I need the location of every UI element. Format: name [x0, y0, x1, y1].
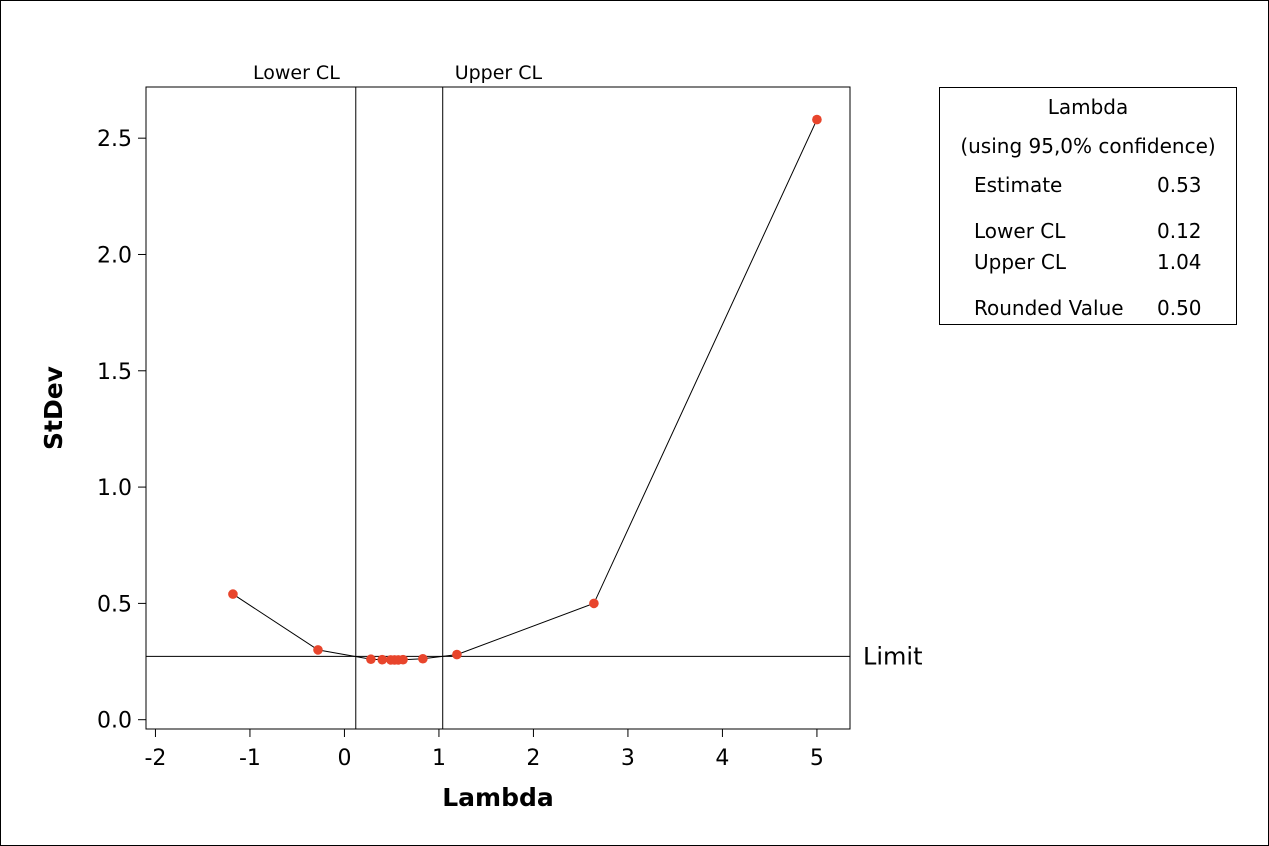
data-series [228, 114, 822, 665]
ref-line-label: Upper CL [455, 62, 543, 84]
data-point [589, 598, 599, 609]
x-tick-label: -1 [239, 746, 261, 771]
estimate-value: 0.53 [1157, 173, 1202, 197]
x-tick-label: 4 [715, 746, 729, 771]
data-point [398, 654, 408, 665]
limit-label: Limit [863, 642, 923, 670]
x-tick-label: 3 [621, 746, 635, 771]
data-point [313, 645, 323, 655]
data-point [452, 649, 462, 660]
rounded-value-label: Rounded Value [974, 296, 1124, 320]
ref-line-label: Lower CL [253, 62, 340, 84]
lower-cl-label: Lower CL [974, 219, 1066, 243]
x-tick-label: 1 [432, 746, 446, 771]
x-tick-label: 0 [337, 746, 351, 771]
rounded-value-value: 0.50 [1157, 296, 1202, 320]
upper-cl-value: 1.04 [1157, 250, 1202, 274]
upper-cl-label: Upper CL [974, 250, 1067, 274]
estimate-label: Estimate [974, 173, 1063, 197]
lower-cl-value: 0.12 [1157, 219, 1202, 243]
data-point [366, 654, 376, 665]
y-tick-label: 2.5 [97, 127, 132, 152]
y-axis-title: StDev [39, 366, 68, 450]
data-point [377, 654, 388, 665]
y-tick-label: 0.5 [97, 592, 132, 617]
x-axis-title: Lambda [442, 783, 554, 812]
reference-lines: Lower CL Upper CL Limit [146, 62, 923, 729]
data-point [418, 653, 428, 664]
data-point [812, 114, 822, 125]
x-tick-label: 2 [526, 746, 540, 771]
info-box-subtitle: (using 95,0% confidence) [960, 134, 1216, 158]
plot-area [145, 86, 851, 730]
info-box-title: Lambda [1047, 95, 1129, 119]
y-tick-label: 1.0 [97, 476, 132, 501]
lambda-info-box: Lambda (using 95,0% confidence) Estimate… [939, 87, 1237, 325]
y-tick-label: 0.0 [97, 709, 132, 734]
data-point [228, 589, 238, 599]
axes: -2 -1 0 1 2 3 4 5 0.0 0.5 1.0 1.5 2.0 2.5 [97, 127, 824, 771]
x-tick-label: 5 [810, 746, 824, 771]
y-tick-label: 2.0 [97, 243, 132, 268]
y-tick-label: 1.5 [97, 360, 132, 385]
x-tick-label: -2 [144, 746, 166, 771]
